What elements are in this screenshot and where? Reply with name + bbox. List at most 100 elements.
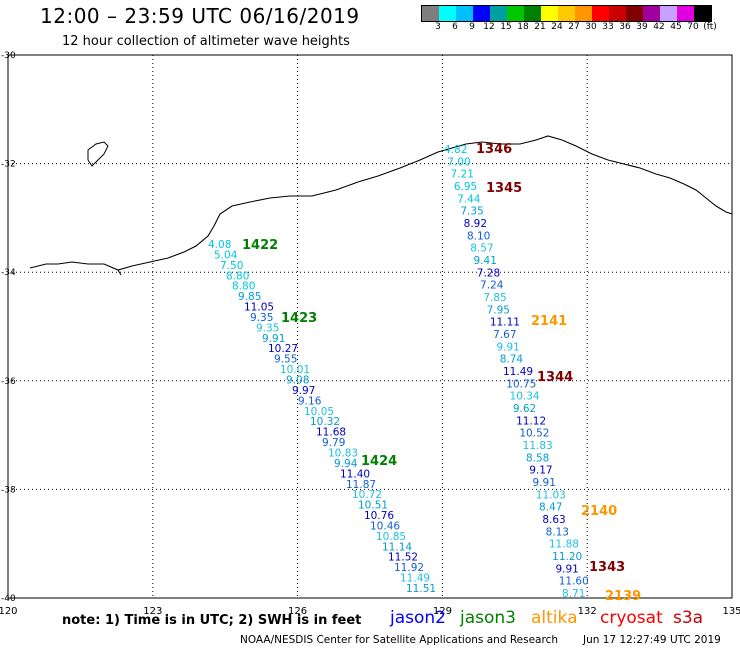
color-swatch	[626, 6, 643, 21]
note-text: note: 1) Time is in UTC; 2) SWH is in fe…	[62, 613, 362, 628]
swh-value: 9.17	[529, 465, 552, 477]
color-scale-label: 3	[435, 22, 441, 32]
pass-label: 2140	[581, 504, 617, 519]
axis-labels: 120 123 126 129 132 135 -30 -32 -34 -36 -38 -40	[0, 51, 740, 617]
pass-label: 2141	[531, 314, 567, 329]
color-swatch	[694, 6, 711, 21]
swh-value: 10.83	[328, 447, 358, 459]
swh-value: 8.58	[526, 452, 549, 464]
color-swatch	[541, 6, 558, 21]
swh-value: 9.08	[286, 375, 309, 387]
lat-tick-label: -34	[1, 268, 16, 278]
swh-value: 8.63	[542, 514, 565, 526]
swh-value: 10.85	[376, 531, 406, 543]
color-swatch	[507, 6, 524, 21]
satellite-legend-item: altika	[531, 608, 578, 628]
swh-value: 8.71	[562, 588, 585, 600]
swh-value: 10.46	[370, 520, 400, 532]
swh-value: 8.74	[500, 354, 524, 366]
swh-value: 11.83	[523, 440, 553, 452]
swh-value: 7.35	[460, 206, 483, 218]
lat-lon-grid	[8, 55, 732, 598]
color-swatch	[575, 6, 592, 21]
altimeter-tracks: 4.085.047.508.808.809.8511.059.359.359.9…	[208, 142, 641, 604]
pass-label: 2139	[605, 589, 641, 604]
swh-value: 10.51	[358, 500, 388, 512]
swh-value: 4.82	[444, 144, 467, 156]
swh-value: 11.40	[340, 468, 370, 480]
swh-value: 11.51	[406, 583, 436, 595]
pass-label: 1423	[281, 311, 317, 326]
pass-label: 1343	[589, 560, 625, 575]
swh-value: 9.41	[474, 255, 497, 267]
swh-value: 7.24	[480, 280, 504, 292]
pass-label: 1346	[476, 142, 512, 157]
color-scale-label: 24	[551, 22, 563, 32]
swh-value: 9.55	[274, 354, 297, 366]
swh-value: 8.13	[546, 526, 569, 538]
swh-value: 10.72	[352, 489, 382, 501]
swh-value: 10.01	[280, 364, 310, 376]
swh-value: 10.05	[304, 406, 334, 418]
swh-value: 7.21	[451, 169, 474, 181]
map-title: 12:00 – 23:59 UTC 06/16/2019	[40, 4, 360, 28]
swh-value: 7.95	[487, 304, 510, 316]
color-scale-label: 9	[469, 22, 475, 32]
color-scale-label: 30	[585, 22, 597, 32]
swh-value: 9.91	[262, 333, 285, 345]
swh-value: 9.91	[533, 477, 556, 489]
lon-tick-label: 135	[722, 606, 740, 617]
swh-value: 9.35	[250, 312, 273, 324]
color-swatch	[558, 6, 575, 21]
color-swatch	[592, 6, 609, 21]
lat-tick-label: -36	[1, 377, 16, 387]
satellite-legend-item: jason2	[390, 608, 446, 628]
swh-value: 11.11	[490, 317, 520, 329]
swh-value: 5.04	[214, 249, 238, 261]
swh-value: 7.85	[483, 292, 506, 304]
swh-value: 11.03	[536, 489, 566, 501]
color-scale-label: 42	[653, 22, 665, 32]
color-swatch	[422, 6, 439, 21]
color-swatch	[609, 6, 626, 21]
swh-value: 9.94	[334, 458, 358, 470]
color-scale-label: 15	[500, 22, 512, 32]
color-swatch	[677, 6, 694, 21]
lat-tick-label: -38	[1, 485, 16, 495]
color-swatch	[660, 6, 677, 21]
swh-value: 10.34	[510, 391, 540, 403]
pass-label: 1344	[537, 370, 573, 385]
swh-value: 9.16	[298, 395, 322, 407]
footer-timestamp: Jun 17 12:27:49 UTC 2019	[583, 634, 721, 646]
swh-value: 8.47	[539, 502, 562, 514]
swh-value: 9.91	[555, 563, 578, 575]
swh-value: 8.80	[226, 270, 249, 282]
swh-value: 11.20	[552, 551, 582, 563]
swh-value: 11.05	[244, 302, 274, 314]
color-scale-label: 21	[534, 22, 546, 32]
swh-value: 9.97	[292, 385, 315, 397]
swh-value: 9.91	[496, 341, 519, 353]
satellite-legend-item: jason3	[460, 608, 516, 628]
swh-value: 11.49	[400, 573, 430, 585]
swh-value: 11.12	[516, 415, 546, 427]
swh-value: 9.35	[256, 322, 279, 334]
pass-label: 1424	[361, 454, 397, 469]
color-scale-label: 70	[687, 22, 699, 32]
color-scale-label: 45	[670, 22, 682, 32]
lon-tick-label: 120	[0, 606, 18, 617]
swh-value: 8.57	[470, 243, 493, 255]
footer-source: NOAA/NESDIS Center for Satellite Applica…	[240, 634, 558, 646]
swh-value: 10.76	[364, 510, 394, 522]
lon-tick-label: 123	[143, 606, 162, 617]
swh-value: 6.95	[454, 181, 477, 193]
lat-tick-label: -30	[1, 51, 16, 61]
lon-tick-label: 132	[578, 606, 597, 617]
pass-label: 1422	[242, 238, 278, 253]
color-scale-label: 18	[517, 22, 529, 32]
color-scale-label: 12	[483, 22, 495, 32]
color-scale-label: 36	[619, 22, 631, 32]
swh-value: 10.75	[506, 378, 536, 390]
lon-tick-label: 126	[288, 606, 307, 617]
swh-value: 8.10	[467, 230, 490, 242]
